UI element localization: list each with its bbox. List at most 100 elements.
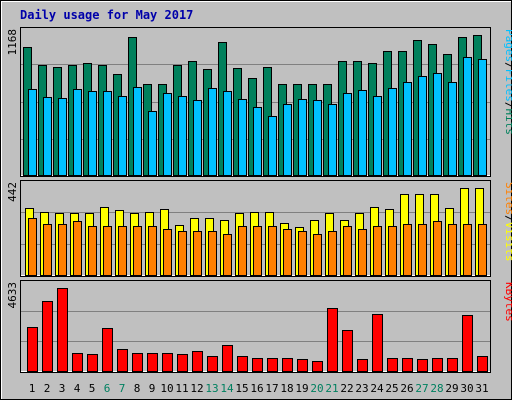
day-label-22: 22 [340,382,353,395]
bar-hits-files-pages-s1-day-16 [253,107,262,176]
bar-kbytes-s0-day-3 [57,288,68,372]
bar-visits-sites-s1-day-29 [448,224,457,276]
panel-visits-sites: 442 Sites/Visits [6,180,512,277]
bar-hits-files-pages-s1-day-28 [433,73,442,176]
legend-item-visits: Visits [503,222,512,262]
day-label-21: 21 [325,382,338,395]
bar-kbytes-s0-day-8 [132,353,143,372]
legend-hits-files-pages: Pages/Files/Hits [503,29,512,135]
bar-hits-files-pages-s1-day-7 [118,96,127,176]
legend-visits-sites: Sites/Visits [503,182,512,262]
bar-visits-sites-s1-day-17 [268,226,277,276]
day-label-19: 19 [295,382,308,395]
bar-visits-sites-s1-day-28 [433,221,442,276]
legend-item-sep: / [503,215,512,222]
bar-kbytes-s0-day-28 [432,358,443,372]
bar-kbytes-s0-day-9 [147,353,158,372]
day-label-18: 18 [280,382,293,395]
legend-item-pages: Pages [503,29,512,62]
day-label-17: 17 [265,382,278,395]
panels-group: 1168Pages/Files/Hits442Sites/Visits4633K… [6,27,512,373]
bar-visits-sites-s1-day-1 [28,218,37,276]
day-label-15: 15 [235,382,248,395]
bar-hits-files-pages-s1-day-30 [463,57,472,176]
day-label-26: 26 [400,382,413,395]
day-label-6: 6 [104,382,111,395]
bar-visits-sites-s1-day-15 [238,226,247,276]
bar-visits-sites-s1-day-25 [388,226,397,276]
bar-kbytes-s0-day-20 [312,361,323,372]
panel-frame [20,27,491,177]
bar-kbytes-s0-day-16 [252,358,263,372]
bar-hits-files-pages-s1-day-13 [208,88,217,176]
day-label-16: 16 [250,382,263,395]
bar-hits-files-pages-s1-day-12 [193,100,202,176]
panel-frame [20,180,491,277]
bar-hits-files-pages-s1-day-25 [388,88,397,176]
bar-hits-files-pages-s1-day-21 [328,104,337,176]
bar-visits-sites-s1-day-23 [358,229,367,276]
bar-visits-sites-s1-day-5 [88,226,97,276]
y-max-label-kbytes: 4633 [6,282,19,309]
day-label-5: 5 [89,382,96,395]
bar-hits-files-pages-s1-day-2 [43,97,52,176]
bar-hits-files-pages-s1-day-27 [418,76,427,176]
bar-visits-sites-s1-day-4 [73,221,82,276]
bar-visits-sites-s1-day-6 [103,226,112,276]
bar-hits-files-pages-s1-day-4 [73,89,82,176]
bar-visits-sites-s1-day-7 [118,226,127,276]
bar-visits-sites-s1-day-30 [463,224,472,276]
bar-kbytes-s0-day-6 [102,328,113,372]
bar-kbytes-s0-day-21 [327,308,338,372]
bar-kbytes-s0-day-5 [87,354,98,372]
bar-kbytes-s0-day-19 [297,359,308,372]
day-label-24: 24 [370,382,384,395]
bar-hits-files-pages-s1-day-17 [268,116,277,176]
bar-hits-files-pages-s1-day-29 [448,82,457,176]
bar-hits-files-pages-s1-day-9 [148,111,157,176]
bar-kbytes-s0-day-30 [462,315,473,372]
bar-kbytes-s0-day-12 [192,351,203,372]
legend-item-files: Files [503,69,512,102]
bar-visits-sites-s1-day-21 [328,231,337,276]
bar-visits-sites-s1-day-19 [298,231,307,276]
bar-kbytes-s0-day-18 [282,358,293,372]
day-label-9: 9 [149,382,156,395]
bar-kbytes-s0-day-2 [42,301,53,372]
day-label-11: 11 [175,382,188,395]
bar-visits-sites-s1-day-3 [58,224,67,276]
bar-kbytes-s0-day-13 [207,356,218,372]
day-label-31: 31 [475,382,488,395]
legend-item-sep: / [503,62,512,69]
day-label-20: 20 [310,382,323,395]
day-label-1: 1 [29,382,36,395]
bar-visits-sites-s1-day-13 [208,231,217,276]
bar-visits-sites-s1-day-16 [253,226,262,276]
day-label-8: 8 [134,382,141,395]
bar-kbytes-s0-day-7 [117,349,128,372]
day-label-28: 28 [430,382,443,395]
bar-kbytes-s0-day-31 [477,356,488,372]
bar-kbytes-s0-day-26 [402,358,413,372]
day-label-27: 27 [415,382,428,395]
day-label-30: 30 [460,382,473,395]
legend-item-sites: Sites [503,182,512,215]
bar-visits-sites-s1-day-11 [178,231,187,276]
bar-visits-sites-s1-day-10 [163,229,172,276]
bar-kbytes-s0-day-1 [27,327,38,372]
bar-kbytes-s0-day-4 [72,353,83,372]
bar-visits-sites-s1-day-31 [478,224,487,276]
bar-kbytes-s0-day-25 [387,358,398,372]
bar-hits-files-pages-s1-day-3 [58,98,67,176]
legend-item-sep: / [503,102,512,109]
day-label-4: 4 [74,382,81,395]
y-max-label-visits-sites: 442 [6,182,19,202]
bar-visits-sites-s1-day-26 [403,224,412,276]
bar-hits-files-pages-s1-day-18 [283,104,292,176]
day-label-2: 2 [44,382,51,395]
bar-visits-sites-s1-day-9 [148,226,157,276]
bar-visits-sites-s1-day-24 [373,226,382,276]
day-label-13: 13 [205,382,218,395]
bar-hits-files-pages-s1-day-22 [343,93,352,176]
panel-kbytes: 4633 KBytes [6,280,512,373]
